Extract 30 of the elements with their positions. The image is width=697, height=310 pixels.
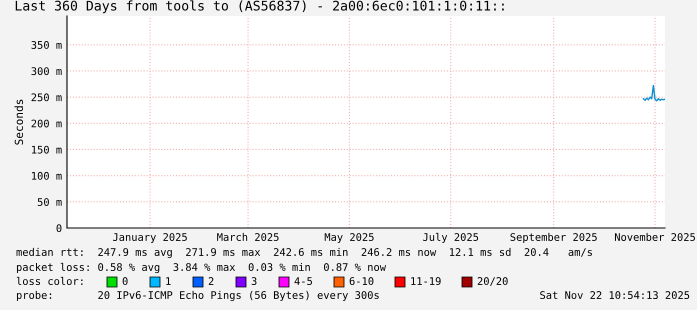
y-tick-label: 350 m xyxy=(31,41,62,49)
y-tick-label: 150 m xyxy=(32,146,62,154)
x-tick-label: January 2025 xyxy=(112,233,187,243)
y-tick-label: 0 xyxy=(56,224,62,232)
y-tick-label: 200 m xyxy=(32,120,62,128)
text: 11-19 xyxy=(411,277,441,286)
x-tick-label: September 2025 xyxy=(510,232,597,243)
x-tick-label: May 2025 xyxy=(324,233,374,243)
y-tick-label: 300 m xyxy=(31,67,62,76)
text: 6-10 xyxy=(350,277,374,286)
text: 3 xyxy=(252,277,256,286)
y-tick-label: 100 m xyxy=(32,172,62,180)
text: median rtt: 247.9 ms avg 271.9 ms max 242.6 ms min 246.2 ms now 12.1 ms sd 20.4 am/s xyxy=(16,248,592,258)
y-tick-label: 50 m xyxy=(38,198,62,206)
x-tick-label: July 2025 xyxy=(423,232,478,243)
x-tick-label: March 2025 xyxy=(217,232,279,241)
y-tick-label: 250 m xyxy=(32,93,62,102)
y-axis-title: Seconds xyxy=(14,100,24,145)
text: 2 xyxy=(208,277,214,285)
text: packet loss: 0.58 % avg 3.84 % max 0.03 % min 0.87 % now xyxy=(16,262,386,274)
text: Sat Nov 22 10:54:13 2025 xyxy=(540,291,690,300)
text: 20/20 xyxy=(478,277,508,286)
chart-title: Last 360 Days from tools to (AS56837) - 2a00:6ec0:101:1:0:11:: xyxy=(16,0,504,14)
text: 1 xyxy=(166,277,171,285)
text: 0 xyxy=(122,277,128,286)
text: loss color: xyxy=(16,276,82,286)
text: 4-5 xyxy=(294,277,312,286)
line-series xyxy=(642,84,665,102)
text: probe: 20 IPv6-ICMP Echo Pings (56 Bytes) every 300s xyxy=(16,290,379,302)
x-tick-label: November 2025 xyxy=(614,232,695,241)
